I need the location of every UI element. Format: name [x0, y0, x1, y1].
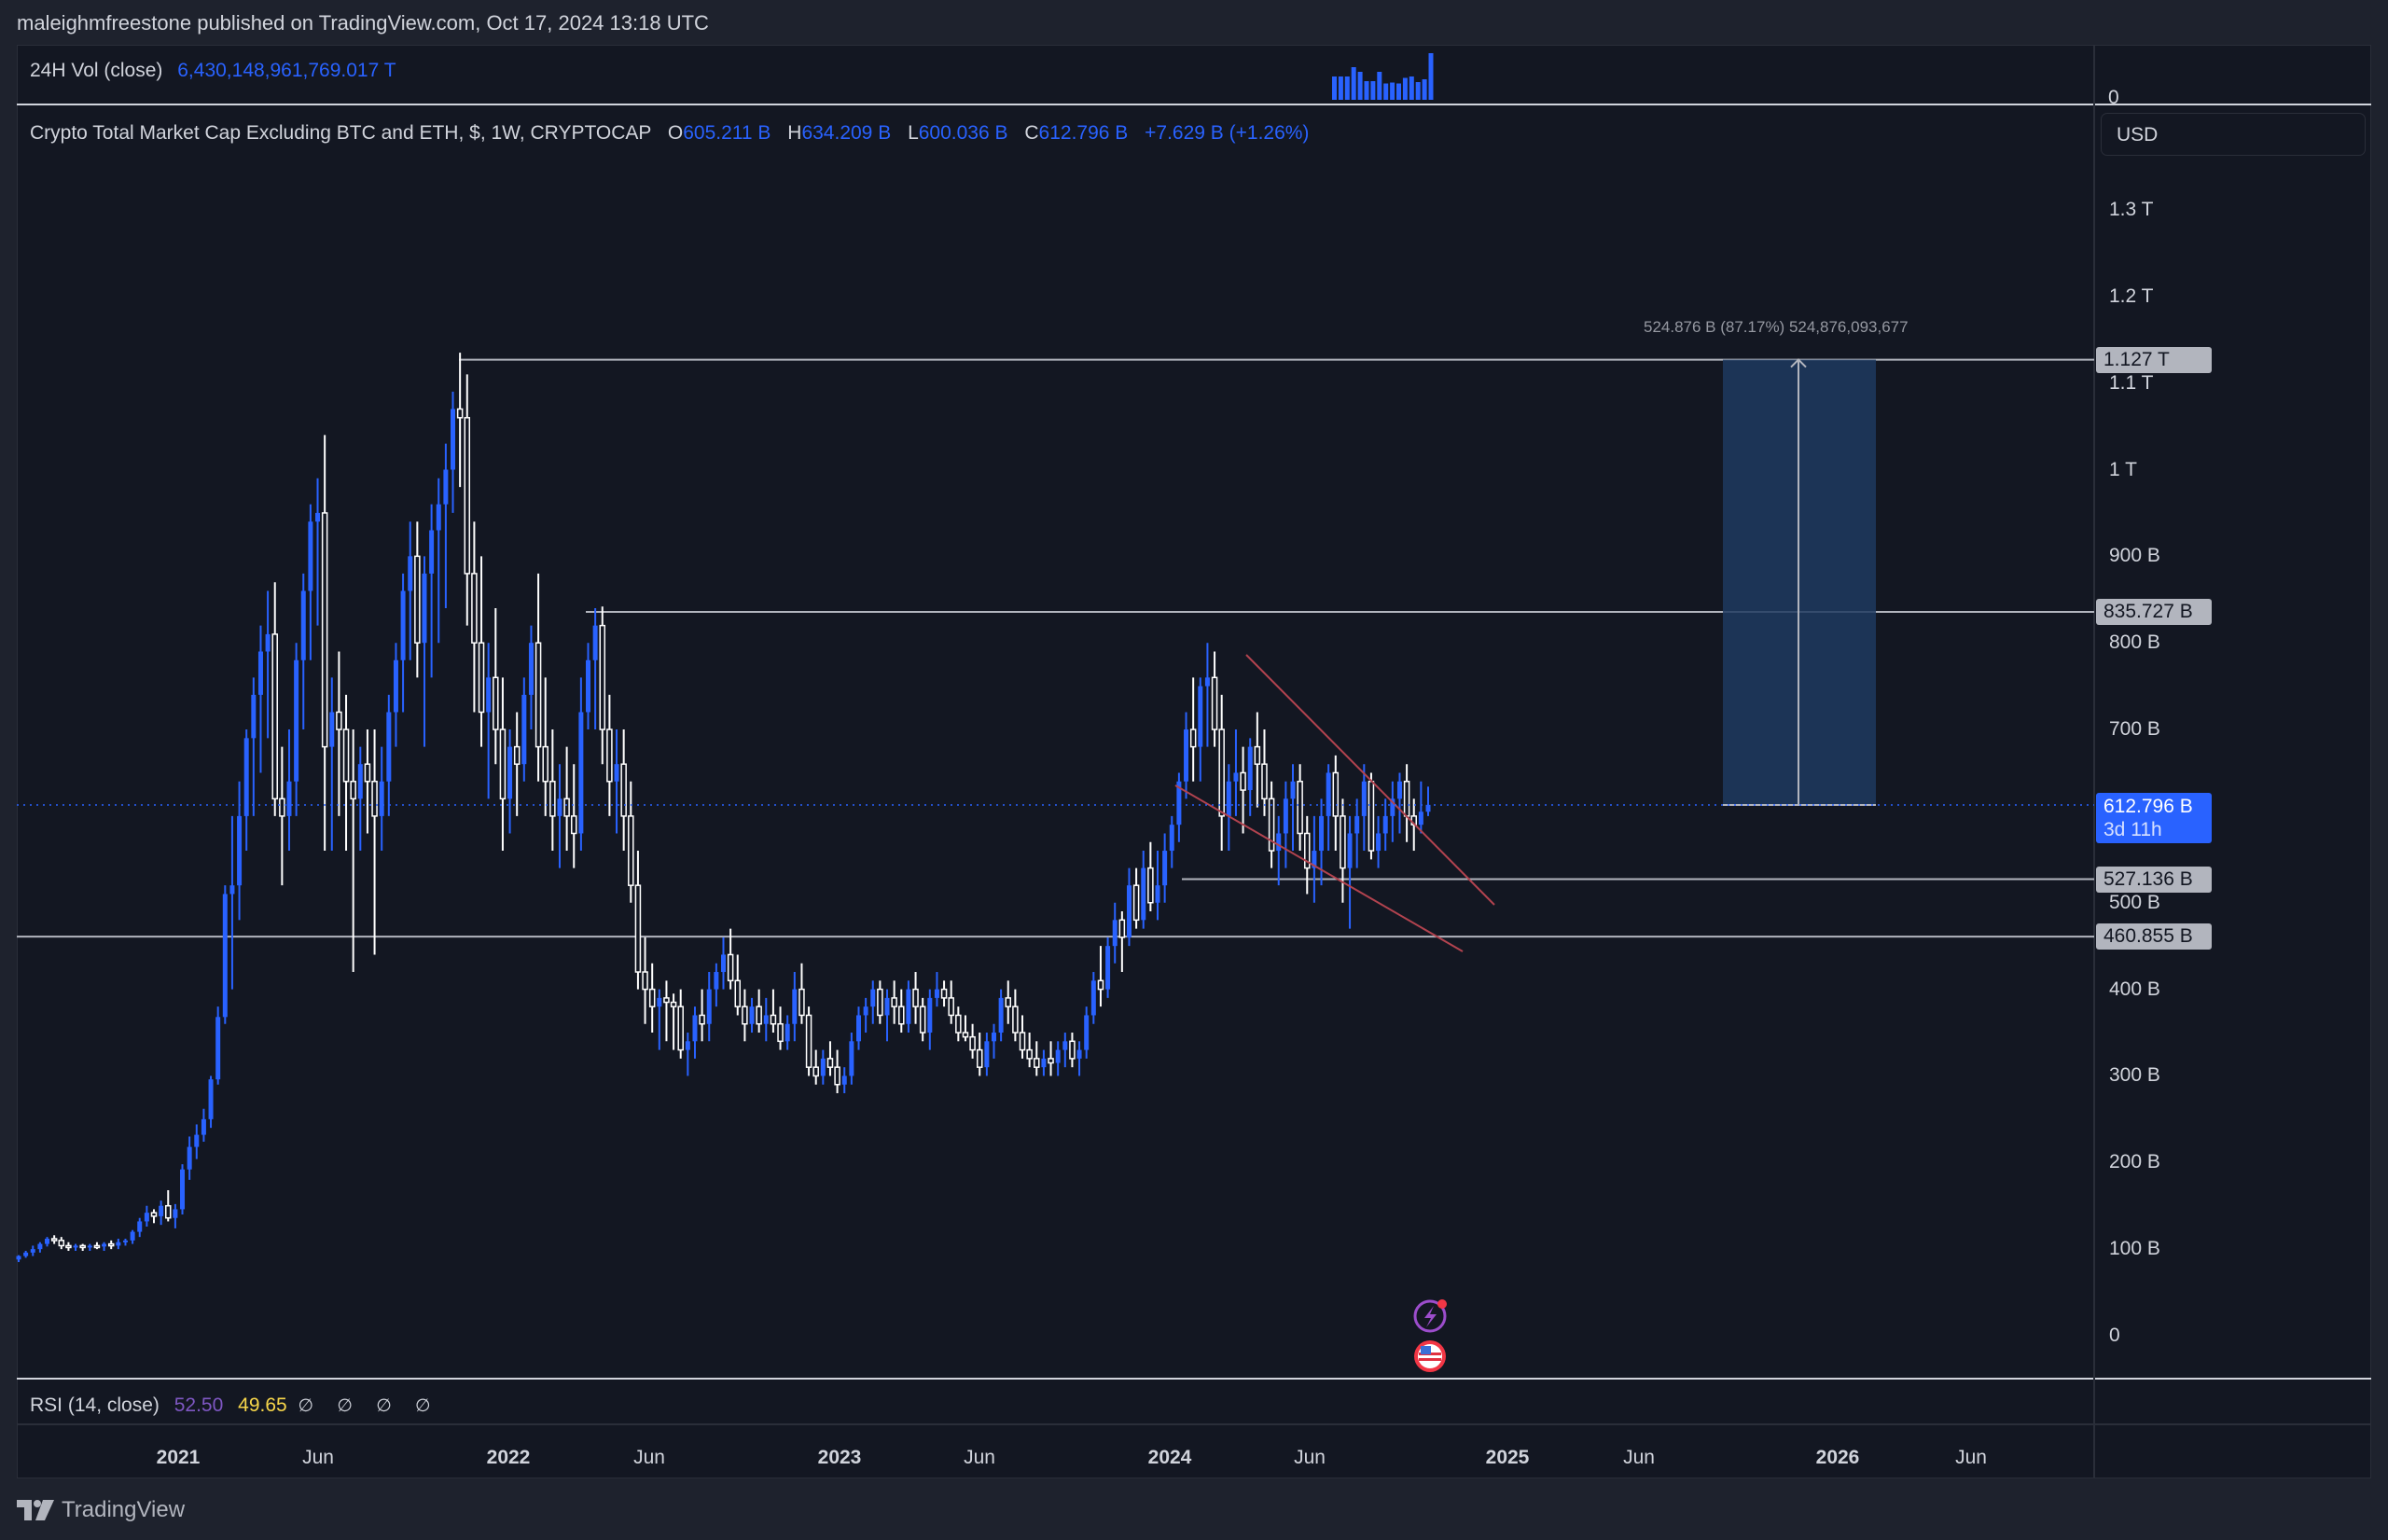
brand-name: TradingView — [62, 1497, 186, 1522]
currency-button[interactable]: USD — [2101, 113, 2366, 156]
lightning-event-icon[interactable] — [1413, 1299, 1447, 1333]
time-tick: Jun — [633, 1447, 665, 1468]
rsi-ma-value: 49.65 — [238, 1394, 287, 1416]
time-tick: Jun — [964, 1447, 995, 1468]
volume-histogram — [1332, 53, 1434, 100]
low-key: L — [908, 122, 919, 144]
price-tick: 1 T — [2109, 458, 2137, 480]
close-key: C — [1024, 122, 1039, 144]
bar-countdown: 3d 11h — [2103, 819, 2162, 841]
price-tick: 1.3 T — [2109, 198, 2154, 220]
tradingview-logo[interactable]: TradingView — [17, 1497, 185, 1523]
us-flag-event-icon[interactable] — [1414, 1340, 1446, 1372]
level-tag: 835.727 B — [2096, 599, 2212, 626]
price-tick: 400 B — [2109, 978, 2160, 1000]
level-tag: 460.855 B — [2096, 923, 2212, 950]
measure-label: 524.876 B (87.17%) 524,876,093,677 — [1644, 318, 1909, 336]
time-tick: 2024 — [1147, 1447, 1192, 1468]
trendlines[interactable] — [1174, 654, 1495, 952]
level-tag: 527.136 B — [2096, 866, 2212, 893]
rsi-value: 52.50 — [174, 1394, 224, 1416]
tradingview-logo-icon — [17, 1500, 54, 1520]
open-value: 605.211 B — [683, 122, 771, 144]
price-tick: 500 B — [2109, 891, 2160, 913]
time-tick: Jun — [302, 1447, 334, 1468]
last-price-value: 612.796 B — [2103, 796, 2193, 818]
main-legend[interactable]: Crypto Total Market Cap Excluding BTC an… — [30, 122, 1309, 145]
high-value: 634.209 B — [801, 122, 892, 144]
volume-label: 24H Vol (close) — [30, 60, 163, 81]
time-tick: Jun — [1294, 1447, 1326, 1468]
price-tick: 800 B — [2109, 631, 2160, 654]
wedge-lower-line[interactable] — [1174, 784, 1464, 952]
price-tick: 0 — [2109, 1325, 2120, 1346]
rsi-legend[interactable]: RSI (14, close) 52.50 49.65 ∅ ∅ ∅ ∅ — [30, 1394, 440, 1417]
time-tick: 2023 — [817, 1447, 862, 1468]
wedge-upper-line[interactable] — [1245, 654, 1495, 906]
publish-info: maleighmfreestone published on TradingVi… — [17, 11, 709, 35]
time-tick: 2025 — [1485, 1447, 1530, 1468]
time-tick: Jun — [1955, 1447, 1987, 1468]
high-key: H — [787, 122, 802, 144]
price-tick: 1.2 T — [2109, 284, 2154, 307]
price-tick: 700 B — [2109, 718, 2160, 741]
price-tick: 900 B — [2109, 545, 2160, 567]
time-tick: Jun — [1623, 1447, 1655, 1468]
rsi-label: RSI (14, close) — [30, 1394, 160, 1416]
close-value: 612.796 B — [1038, 122, 1129, 144]
rsi-null-values: ∅ ∅ ∅ ∅ — [298, 1396, 440, 1416]
volume-value: 6,430,148,961,769.017 T — [177, 60, 396, 81]
low-value: 600.036 B — [918, 122, 1008, 144]
measure-projection[interactable] — [1723, 358, 1876, 807]
last-price-tag: 612.796 B 3d 11h — [2096, 793, 2212, 844]
time-tick: 2026 — [1815, 1447, 1860, 1468]
level-tag: 1.127 T — [2096, 346, 2212, 373]
change-value: +7.629 B (+1.26%) — [1145, 122, 1310, 144]
volume-axis-zero: 0 — [2108, 87, 2119, 108]
time-tick: 2022 — [486, 1447, 531, 1468]
volume-legend[interactable]: 24H Vol (close) 6,430,148,961,769.017 T — [30, 60, 396, 82]
price-tick: 100 B — [2109, 1238, 2160, 1260]
price-tick: 1.1 T — [2109, 371, 2154, 394]
candlesticks — [16, 353, 1431, 1263]
open-key: O — [667, 122, 684, 144]
symbol-title[interactable]: Crypto Total Market Cap Excluding BTC an… — [30, 122, 652, 144]
price-tick: 300 B — [2109, 1064, 2160, 1087]
price-tick: 200 B — [2109, 1151, 2160, 1173]
time-tick: 2021 — [156, 1447, 201, 1468]
